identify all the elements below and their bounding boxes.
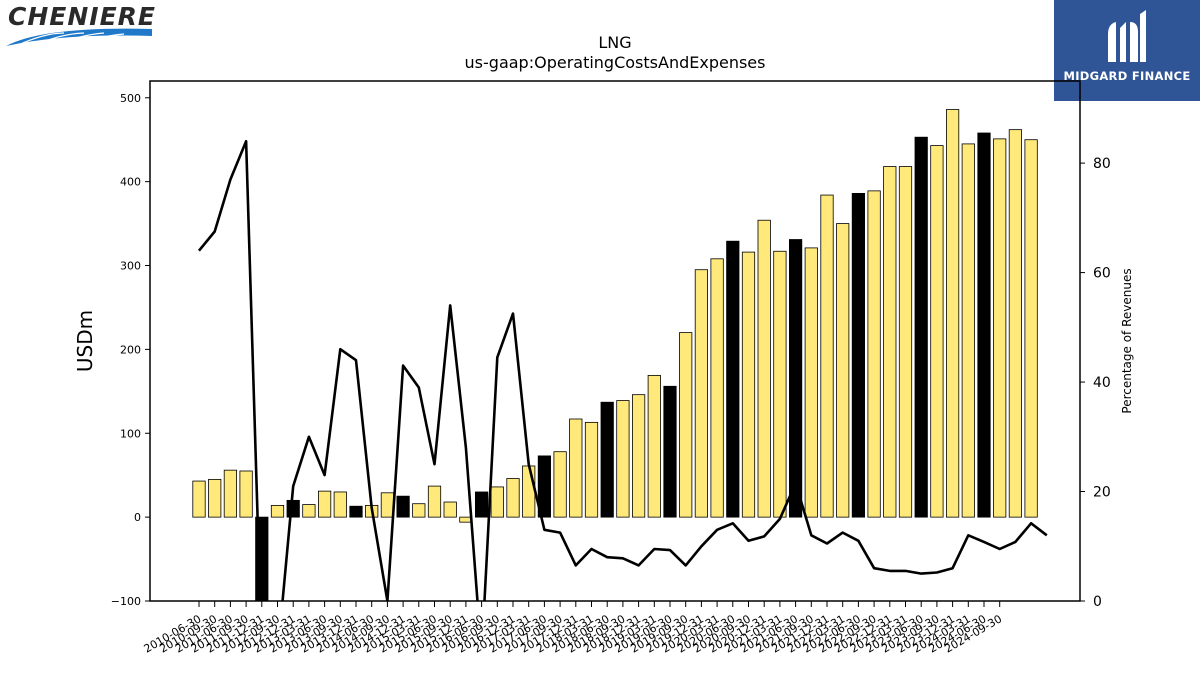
y2-tick-label: 0 [1093,594,1102,610]
bar [946,109,960,518]
y2-tick-label: 80 [1093,156,1111,172]
bar [1008,129,1023,518]
chart-subtitle: us-gaap:OperatingCostsAndExpenses [465,53,766,72]
bar [349,505,363,518]
chart-title: LNG [598,33,631,52]
bar [490,486,504,518]
bar [506,478,520,518]
bar [553,451,567,518]
bar [914,136,928,518]
bar [380,492,395,518]
bar [632,394,646,518]
bar [333,491,347,518]
bar [192,480,206,518]
bar [1024,139,1038,518]
bar [412,503,426,518]
bar [427,485,442,518]
bar [270,504,285,518]
y-tick-label: −100 [111,595,141,608]
bar [679,332,693,518]
bar [223,469,237,518]
bar [804,247,818,518]
midgard-finance-logo: MIDGARD FINANCE [1054,0,1200,101]
bar [302,504,316,518]
bar [208,478,222,518]
midgard-finance-text: MIDGARD FINANCE [1063,69,1191,83]
bar [286,499,300,518]
bar [600,401,614,518]
bar [993,138,1007,518]
y-tick-label: 300 [120,260,141,273]
bar [443,501,457,518]
y-tick-label: 400 [120,176,141,189]
plot-frame [149,80,1081,602]
y-tick-label: 100 [120,427,141,440]
midgard-mark-icon [1108,10,1146,62]
bar [726,240,740,518]
y2-tick-label: 20 [1093,485,1111,501]
bar [757,219,771,518]
bar [474,491,489,518]
bar [710,258,724,518]
bar [396,495,410,518]
y2-tick-label: 60 [1093,266,1111,282]
percentage-line [197,139,1048,601]
bar [522,465,536,518]
y-tick-label: 500 [120,92,141,105]
bar [773,250,787,518]
cheniere-logo-text: CHENIERE [8,2,156,31]
bar [930,145,944,518]
bar [898,166,913,518]
bar [616,400,630,518]
y-tick-label: 0 [134,511,141,524]
bar [317,490,332,518]
cheniere-logo: CHENIERE [4,2,156,52]
bar [977,132,991,518]
bar [741,251,756,518]
bar [663,385,677,518]
bar [569,418,583,518]
bar [961,143,975,518]
bar [239,470,253,518]
y2-tick-label: 40 [1093,375,1111,391]
bar-series [192,109,1038,601]
bar [647,374,661,518]
y-tick-label: 200 [120,343,141,356]
bar [867,190,881,518]
bar [883,166,897,518]
bar [789,239,803,518]
bar [694,269,709,518]
bar [836,223,850,518]
bar [851,192,866,518]
bar [537,455,552,518]
bar [584,421,599,518]
y2-axis-label: Percentage of Revenues [1120,268,1134,413]
bar [820,194,834,518]
cheniere-swoosh-icon [6,28,152,47]
y-axis-label: USDm [73,310,97,372]
